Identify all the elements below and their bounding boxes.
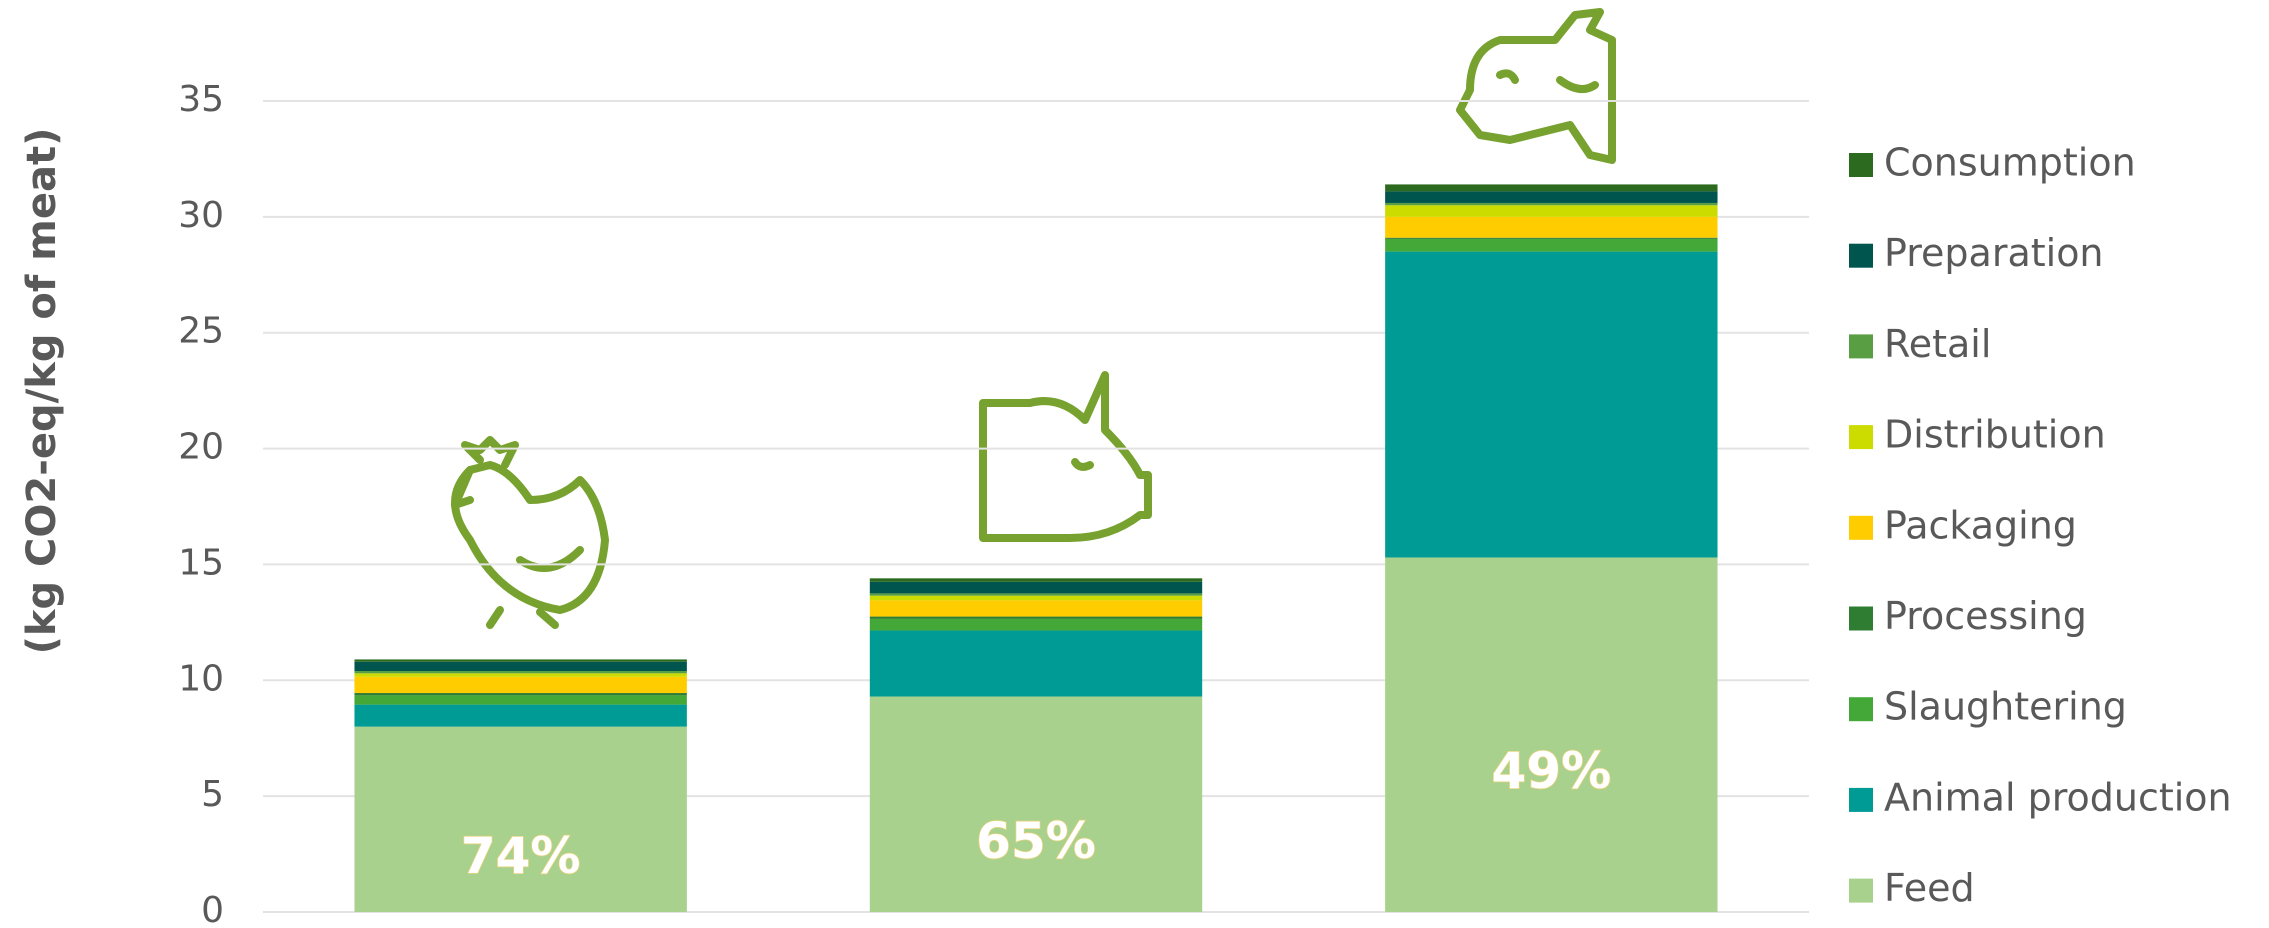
bar-segment bbox=[354, 704, 687, 727]
legend-label: Feed bbox=[1884, 866, 1975, 910]
cow-icon bbox=[1456, 8, 1616, 164]
legend-swatch bbox=[1849, 878, 1873, 903]
legend-label: Packaging bbox=[1884, 503, 2077, 547]
legend-label: Slaughtering bbox=[1884, 685, 2127, 729]
legend-label: Processing bbox=[1884, 594, 2087, 638]
legend-label: Retail bbox=[1884, 322, 1991, 366]
bar-segment bbox=[1385, 238, 1718, 252]
chicken-icon bbox=[451, 436, 609, 629]
bar-segment bbox=[869, 630, 1203, 697]
legend-swatch bbox=[1849, 787, 1873, 812]
legend-label: Distribution bbox=[1884, 413, 2106, 457]
bar-segment bbox=[1385, 205, 1718, 217]
bar-segment bbox=[869, 600, 1203, 617]
legend-label: Consumption bbox=[1884, 141, 2136, 185]
bar-segment bbox=[1385, 251, 1718, 558]
legend-swatch bbox=[1849, 334, 1873, 359]
y-tick-label: 15 bbox=[178, 542, 224, 583]
bar-segment bbox=[354, 659, 687, 662]
bar-segment bbox=[1385, 202, 1718, 206]
legend-swatch bbox=[1849, 515, 1873, 540]
bar-segment bbox=[354, 661, 687, 672]
bar-segment bbox=[1385, 557, 1718, 912]
bar-segment bbox=[354, 726, 687, 912]
bar-segment bbox=[869, 581, 1203, 594]
bar-segment bbox=[869, 696, 1203, 912]
legend-label: Preparation bbox=[1884, 231, 2104, 275]
bar-segment bbox=[869, 616, 1203, 619]
legend-swatch bbox=[1849, 153, 1873, 177]
bar-segment bbox=[1385, 237, 1718, 239]
bar-segment bbox=[869, 593, 1203, 596]
legend-label: Animal production bbox=[1884, 775, 2232, 819]
y-tick-label: 5 bbox=[201, 774, 224, 815]
pig-icon bbox=[979, 371, 1152, 542]
bar-segment bbox=[354, 673, 687, 677]
bar-segment bbox=[354, 693, 687, 696]
bar-segment bbox=[869, 595, 1203, 601]
bar-segment bbox=[354, 671, 687, 674]
y-tick-label: 25 bbox=[178, 311, 224, 352]
y-axis-label: (kg CO2-eq/kg of meat) bbox=[19, 128, 65, 655]
legend-swatch bbox=[1849, 697, 1873, 722]
y-tick-label: 10 bbox=[178, 658, 224, 699]
annotation: 74% bbox=[461, 827, 581, 885]
legend-swatch bbox=[1849, 425, 1873, 450]
bar-segment bbox=[1385, 216, 1718, 238]
bar-segment bbox=[1385, 184, 1718, 192]
bar-segment bbox=[354, 676, 687, 694]
y-tick-label: 35 bbox=[178, 79, 224, 120]
legend-swatch bbox=[1849, 243, 1873, 268]
y-tick-label: 0 bbox=[201, 890, 224, 928]
bar-segment bbox=[354, 695, 687, 705]
y-tick-label: 20 bbox=[178, 427, 224, 468]
legend-swatch bbox=[1849, 606, 1873, 631]
bar-segment bbox=[869, 618, 1203, 631]
bar-segment bbox=[1385, 191, 1718, 203]
y-tick-label: 30 bbox=[178, 195, 224, 236]
annotation: 65% bbox=[976, 812, 1096, 870]
bar-segment bbox=[869, 578, 1203, 582]
annotation: 49% bbox=[1491, 742, 1611, 800]
